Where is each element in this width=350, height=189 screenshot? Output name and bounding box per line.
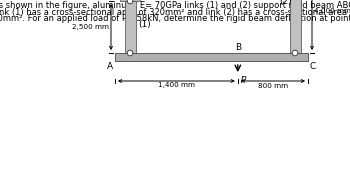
Circle shape (292, 50, 298, 56)
Bar (115, 53, 308, 61)
Text: 1,400 mm: 1,400 mm (158, 83, 195, 88)
Text: 4,000 mm: 4,000 mm (314, 9, 350, 15)
Text: (1): (1) (138, 20, 151, 29)
Bar (120, 0, 140, 1)
Bar (290, 0, 301, 53)
Text: 480mm². For an applied load of P= 58kN, determine the rigid beam deflection at p: 480mm². For an applied load of P= 58kN, … (0, 14, 350, 23)
Text: 2,500 mm: 2,500 mm (72, 24, 109, 30)
Text: A: A (107, 62, 113, 71)
Text: Link (1) has a cross-sectional area of 320mm² and link (2) has a cross-sectional: Link (1) has a cross-sectional area of 3… (0, 8, 350, 16)
Text: B: B (235, 43, 241, 52)
Text: 800 mm: 800 mm (258, 83, 288, 88)
Text: (2): (2) (279, 0, 292, 6)
Text: As shown in the figure, aluminum, E= 70GPa links (1) and (2) support rigid beam : As shown in the figure, aluminum, E= 70G… (0, 1, 350, 10)
Text: C: C (310, 62, 316, 71)
Circle shape (127, 50, 133, 56)
Circle shape (127, 0, 133, 4)
Bar (125, 1, 136, 53)
Text: p: p (240, 74, 246, 83)
